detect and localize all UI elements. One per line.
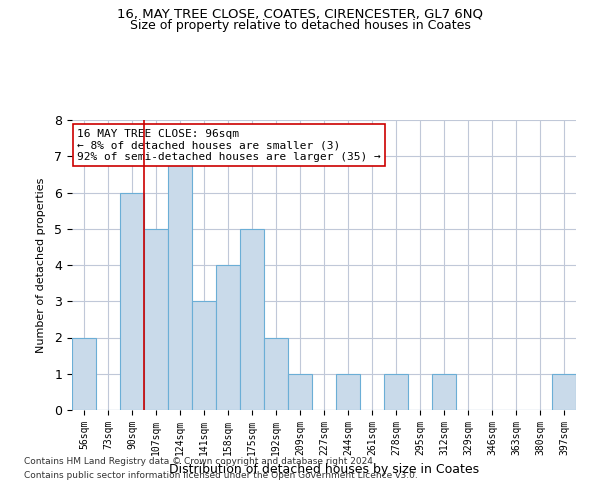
Text: Contains HM Land Registry data © Crown copyright and database right 2024.: Contains HM Land Registry data © Crown c… — [24, 458, 376, 466]
Bar — [552, 374, 576, 410]
Bar — [216, 265, 240, 410]
Bar — [384, 374, 408, 410]
Bar — [192, 301, 216, 410]
Bar — [240, 229, 264, 410]
Bar — [264, 338, 288, 410]
Text: Contains public sector information licensed under the Open Government Licence v3: Contains public sector information licen… — [24, 471, 418, 480]
Text: 16 MAY TREE CLOSE: 96sqm
← 8% of detached houses are smaller (3)
92% of semi-det: 16 MAY TREE CLOSE: 96sqm ← 8% of detache… — [77, 128, 381, 162]
Bar — [72, 338, 96, 410]
Text: Size of property relative to detached houses in Coates: Size of property relative to detached ho… — [130, 19, 470, 32]
Bar — [432, 374, 456, 410]
Bar — [120, 192, 144, 410]
Bar — [288, 374, 312, 410]
X-axis label: Distribution of detached houses by size in Coates: Distribution of detached houses by size … — [169, 464, 479, 476]
Y-axis label: Number of detached properties: Number of detached properties — [36, 178, 46, 352]
Text: 16, MAY TREE CLOSE, COATES, CIRENCESTER, GL7 6NQ: 16, MAY TREE CLOSE, COATES, CIRENCESTER,… — [117, 8, 483, 20]
Bar — [168, 156, 192, 410]
Bar — [144, 229, 168, 410]
Bar — [336, 374, 360, 410]
